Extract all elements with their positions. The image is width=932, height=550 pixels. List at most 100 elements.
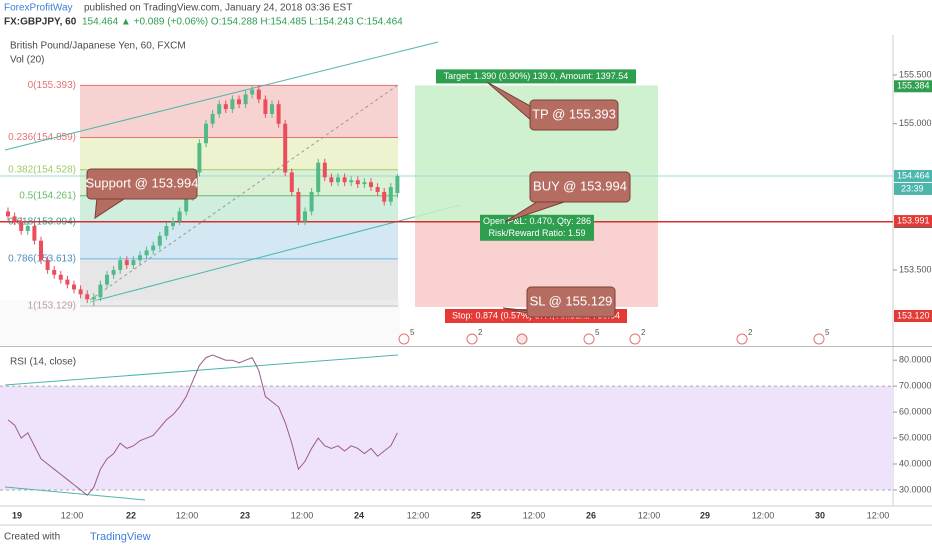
fib-band <box>80 258 398 307</box>
position-label: Risk/Reward Ratio: 1.59 <box>488 228 585 238</box>
callout-text: Support @ 153.994 <box>86 175 199 190</box>
callout-text: SL @ 155.129 <box>530 293 613 308</box>
x-tick-label: 25 <box>471 510 481 520</box>
candle-body <box>296 191 301 222</box>
candle-body <box>85 294 90 300</box>
event-icon <box>466 333 478 345</box>
event-icon <box>398 333 410 345</box>
candle-body <box>303 211 307 222</box>
candle-body <box>289 172 294 192</box>
candle-body <box>237 99 241 105</box>
position-label: Target: 1.390 (0.90%) 139.0, Amount: 139… <box>444 71 629 81</box>
callout-box <box>86 168 198 200</box>
event-count: 5 <box>825 328 830 337</box>
candle-body <box>177 211 182 222</box>
candle-body <box>388 187 393 202</box>
candle-body <box>270 104 274 114</box>
countdown: 23:39 <box>901 183 924 193</box>
candle-body <box>157 235 162 246</box>
candle-body <box>355 180 360 185</box>
candle-body <box>283 123 288 173</box>
candle-body <box>342 177 347 183</box>
published: published on TradingView.com, January 24… <box>84 3 352 14</box>
candle-body <box>217 104 222 114</box>
x-tick-label: 29 <box>700 510 710 520</box>
fib-label: 0.382(154.528) <box>8 164 76 175</box>
volume-area <box>0 300 400 345</box>
price-tag-label: 153.991 <box>897 215 930 225</box>
candle-body <box>58 274 63 280</box>
footer-brand[interactable]: TradingView <box>90 531 151 543</box>
fib-label: 0.236(154.859) <box>8 132 76 143</box>
x-tick-label: 12:00 <box>61 510 84 520</box>
candle-body <box>276 104 281 124</box>
event-icon <box>629 333 641 345</box>
y-tick-label: 70.0000 <box>899 381 932 391</box>
trend-line <box>4 41 439 151</box>
candle-body <box>91 297 96 300</box>
candle-body <box>131 260 136 266</box>
x-tick-label: 12:00 <box>407 510 430 520</box>
x-tick-label: 12:00 <box>638 510 661 520</box>
candle-body <box>111 269 116 275</box>
candle-body <box>19 221 24 231</box>
candle-body <box>6 211 10 217</box>
candle-body <box>124 260 129 266</box>
x-tick-label: 26 <box>586 510 596 520</box>
price-tag <box>894 309 932 322</box>
x-tick-label: 12:00 <box>291 510 314 520</box>
fib-band <box>80 137 398 170</box>
volume-label: Vol (20) <box>10 55 44 66</box>
candle-body <box>362 182 367 185</box>
candle-body <box>184 196 189 212</box>
x-tick-label: 12:00 <box>752 510 775 520</box>
author[interactable]: ForexProfitWay <box>4 3 73 14</box>
candle-body <box>32 226 37 241</box>
candle-body <box>336 177 340 183</box>
x-tick-label: 22 <box>126 510 136 520</box>
callout-box <box>529 171 631 203</box>
event-count: 5 <box>595 328 600 337</box>
y-tick-label: 80.0000 <box>899 355 932 365</box>
position-label: Open P&L: 0.470, Qty: 286 <box>483 216 591 226</box>
event-count: 2 <box>748 328 753 337</box>
fib-label: 1(153.129) <box>28 301 76 312</box>
y-tick-label: 153.500 <box>899 264 932 274</box>
y-tick-label: 155.000 <box>899 118 932 128</box>
event-count: 5 <box>410 328 415 337</box>
candle-body <box>171 221 175 227</box>
rsi-band <box>0 386 893 490</box>
event-count: 2 <box>478 328 483 337</box>
candle-body <box>375 187 380 192</box>
event-icon <box>583 333 595 345</box>
candle-body <box>98 284 103 298</box>
footer-created: Created with <box>4 532 60 543</box>
event-count: 2 <box>641 328 646 337</box>
candle-body <box>250 89 255 95</box>
candle-body <box>210 113 215 124</box>
candle-body <box>230 99 235 110</box>
position-label-bg <box>480 214 594 229</box>
candle-body <box>144 250 149 256</box>
y-tick-label: 30.0000 <box>899 484 932 494</box>
x-tick-label: 30 <box>815 510 825 520</box>
candle-body <box>309 191 314 212</box>
price-tag <box>894 169 932 182</box>
rsi-title: RSI (14, close) <box>10 357 76 368</box>
candle-body <box>263 99 268 114</box>
x-tick-label: 23 <box>240 510 250 520</box>
callout-box <box>526 286 616 318</box>
candle-body <box>322 162 327 178</box>
fib-band <box>80 221 398 259</box>
callout-text: TP @ 155.393 <box>532 106 616 121</box>
candle-body <box>45 260 50 270</box>
x-tick-label: 12:00 <box>176 510 199 520</box>
candle-body <box>138 255 142 261</box>
candle-body <box>39 240 43 261</box>
y-tick-label: 50.0000 <box>899 432 932 442</box>
candle-body <box>118 260 123 270</box>
candle-body <box>25 226 30 231</box>
candle-body <box>65 279 70 285</box>
event-icon <box>516 333 528 345</box>
